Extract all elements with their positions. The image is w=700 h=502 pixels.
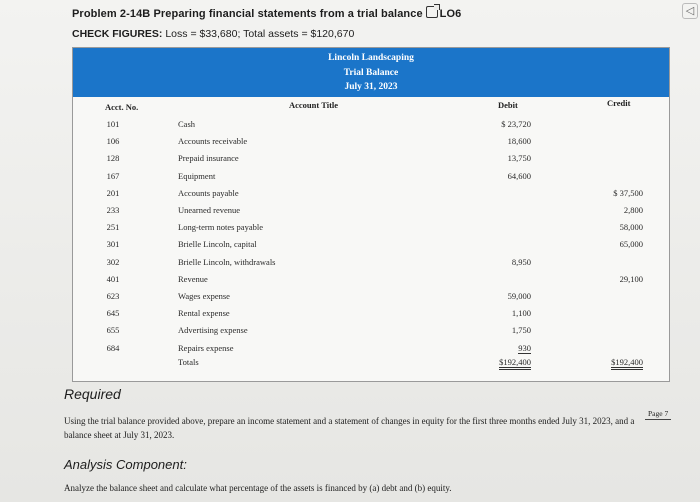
credit-cell: 58,000: [619, 222, 643, 233]
corner-arrow-icon[interactable]: ◁: [682, 3, 698, 19]
totals-row: Totals $192,400 $192,400: [73, 357, 669, 373]
debit-cell: 930: [471, 342, 531, 354]
acct-no-cell: 201: [106, 187, 120, 198]
acct-no-cell: 684: [106, 342, 120, 353]
table-row: 684 Repairs expense 930: [73, 342, 669, 359]
table-row: 101 Cash $ 23,720: [73, 119, 669, 135]
required-text: Using the trial balance provided above, …: [64, 416, 635, 440]
col-debit: Debit: [498, 100, 518, 110]
table-row: 401 Revenue 29,100: [73, 274, 669, 290]
debit-cell: 59,000: [507, 291, 531, 301]
acct-no-cell: 302: [106, 256, 120, 267]
totals-debit: $192,400: [499, 357, 531, 370]
acct-no-cell: 106: [106, 136, 120, 147]
acct-no-cell: 167: [106, 170, 120, 181]
acct-no-cell: 128: [106, 153, 120, 164]
lo-label: LO6: [439, 8, 462, 20]
problem-title-text: Problem 2-14B Preparing financial statem…: [72, 8, 423, 20]
statement-name: Trial Balance: [343, 68, 399, 78]
credit-cell: 65,000: [619, 239, 643, 250]
acct-no-cell: 623: [106, 291, 120, 301]
table-row: 655 Advertising expense 1,750: [73, 325, 669, 341]
debit-cell: 64,600: [507, 170, 531, 181]
account-title-cell: Revenue: [178, 273, 208, 284]
account-title-cell: Brielle Lincoln, capital: [178, 239, 257, 250]
account-title-cell: Cash: [178, 119, 195, 129]
table-row: 301 Brielle Lincoln, capital 65,000: [73, 239, 669, 255]
acct-no-cell: 401: [106, 273, 120, 284]
col-credit: Credit: [607, 98, 631, 108]
acct-no-cell: 645: [106, 308, 120, 319]
debit-cell: 1,100: [511, 308, 531, 319]
account-title-cell: Advertising expense: [178, 325, 248, 336]
table-row: 167 Equipment 64,600: [73, 171, 669, 187]
credit-cell: 2,800: [623, 205, 643, 215]
account-title-cell: Long-term notes payable: [178, 222, 263, 233]
account-title-cell: Equipment: [178, 170, 216, 181]
account-title-cell: Rental expense: [178, 308, 230, 319]
trial-balance-header: Lincoln Landscaping Trial Balance July 3…: [73, 48, 669, 97]
analysis-heading: Analysis Component:: [64, 457, 187, 472]
credit-cell: $ 37,500: [613, 187, 643, 198]
debit-cell: 1,750: [511, 325, 531, 336]
check-figures: CHECK FIGURES: Loss = $33,680; Total ass…: [72, 28, 354, 40]
col-acct-no: Acct. No.: [105, 102, 139, 112]
statement-date: July 31, 2023: [344, 82, 398, 92]
account-title-cell: Accounts payable: [178, 187, 239, 198]
acct-no-cell: 301: [106, 239, 120, 250]
account-title-cell: Prepaid insurance: [178, 153, 239, 164]
problem-title: Problem 2-14B Preparing financial statem…: [72, 4, 462, 20]
credit-cell: 29,100: [619, 273, 643, 284]
account-title-cell: Unearned revenue: [178, 205, 241, 215]
acct-no-cell: 101: [106, 119, 120, 129]
acct-no-cell: 655: [106, 325, 120, 336]
account-title-cell: Wages expense: [178, 291, 230, 301]
acct-no-cell: 233: [106, 205, 120, 215]
account-title-cell: Brielle Lincoln, withdrawals: [178, 256, 276, 267]
table-row: 251 Long-term notes payable 58,000: [73, 222, 669, 238]
totals-credit: $192,400: [611, 357, 643, 370]
table-row: 302 Brielle Lincoln, withdrawals 8,950: [73, 257, 669, 273]
col-account-title: Account Title: [289, 100, 339, 110]
table-row: 128 Prepaid insurance 13,750: [73, 153, 669, 169]
analysis-text: Analyze the balance sheet and calculate …: [64, 483, 452, 493]
company-name: Lincoln Landscaping: [328, 53, 414, 63]
table-row: 201 Accounts payable $ 37,500: [73, 188, 669, 204]
debit-cell: 13,750: [507, 153, 531, 164]
table-row: 233 Unearned revenue 2,800: [73, 205, 669, 221]
acct-no-cell: 251: [106, 222, 120, 233]
account-title-cell: Accounts receivable: [178, 136, 248, 147]
check-figures-values: Loss = $33,680; Total assets = $120,670: [165, 28, 355, 40]
debit-last-underlined: 930: [518, 342, 531, 354]
required-heading: Required: [64, 386, 121, 402]
table-row: 623 Wages expense 59,000: [73, 291, 669, 307]
debit-cell: 8,950: [511, 256, 531, 267]
table-row: 645 Rental expense 1,100: [73, 308, 669, 324]
account-title-cell: Repairs expense: [178, 342, 234, 353]
trial-balance-panel: Lincoln Landscaping Trial Balance July 3…: [72, 47, 670, 382]
totals-label: Totals: [178, 357, 199, 367]
check-figures-label: CHECK FIGURES:: [72, 28, 163, 40]
page-badge: Page 7: [645, 409, 672, 420]
debit-cell: 18,600: [507, 136, 531, 147]
table-row: 106 Accounts receivable 18,600: [73, 136, 669, 152]
debit-cell: $ 23,720: [501, 119, 531, 129]
external-link-icon[interactable]: [425, 4, 440, 18]
